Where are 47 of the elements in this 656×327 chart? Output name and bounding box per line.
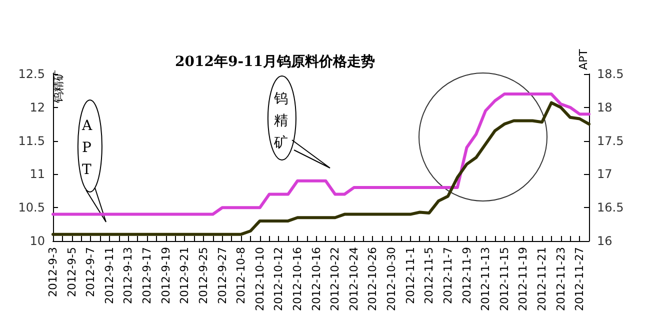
annotation: APT [81, 118, 93, 178]
y-tick-label: 10 [30, 234, 45, 248]
y2-tick-label: 18 [597, 100, 612, 114]
y-tick-label: 10.5 [18, 200, 45, 215]
y2-tick-label: 18.5 [597, 67, 624, 81]
x-tick-label: 2012-9-21 [178, 247, 192, 304]
y-tick-label: 11 [30, 167, 45, 182]
x-tick-label: 2012-9-11 [102, 247, 116, 304]
x-tick-label: 2012-11-23 [554, 247, 568, 311]
x-tick-label: 2012-11-15 [498, 247, 511, 311]
annotation: 钨精矿 [273, 91, 288, 151]
x-tick-label: 2012-11-27 [573, 247, 586, 311]
line-series [52, 92, 590, 216]
x-tick-label: 2012-10-10 [253, 247, 266, 311]
x-tick-label: 2012-9-27 [216, 247, 229, 304]
y-tick-label: 12 [30, 100, 45, 114]
x-tick-label: 2012-10-16 [310, 247, 323, 311]
x-tick-label: 2012-11-21 [535, 247, 548, 311]
x-tick-label: 2012-10-22 [328, 247, 342, 311]
x-tick-label: 2012-9-3 [46, 247, 60, 297]
y2-axis-title: APT [577, 48, 590, 70]
x-tick-label: 2012-9-7 [84, 247, 98, 297]
y-tick-label: 11.5 [18, 134, 45, 148]
x-tick-label: 2012-11-9 [460, 247, 474, 304]
x-tick-label: 2012-11-19 [516, 247, 530, 311]
y-axis-title: 钨精矿 [52, 70, 65, 104]
y2-tick-label: 17 [597, 167, 612, 182]
y2-tick-label: 16.5 [597, 200, 624, 215]
y-tick-label: 12.5 [18, 67, 45, 81]
x-tick-label: 2012-10-26 [366, 247, 380, 311]
x-tick-label: 2012-11-7 [441, 247, 454, 304]
x-tick-label: 2012-9-5 [65, 247, 78, 297]
y2-tick-label: 17.5 [597, 134, 624, 148]
x-tick-label: 2012-9-17 [140, 247, 154, 304]
y2-tick-label: 16 [597, 234, 612, 248]
x-tick-label: 2012-10-8 [234, 247, 248, 304]
x-tick-label: 2012-10-24 [347, 247, 360, 311]
x-tick-label: 2012-10-12 [272, 247, 286, 311]
x-tick-label: 2012-11-5 [422, 247, 436, 304]
chart-title: 2012年9-11月钨原料价格走势 [175, 54, 375, 70]
x-tick-label: 2012-10-30 [385, 247, 398, 311]
x-tick-label: 2012-10-16 [290, 247, 304, 311]
x-tick-label: 2012-11-13 [479, 247, 492, 311]
x-tick-label: 2012-9-25 [196, 247, 210, 304]
x-tick-label: 2012-11-1 [404, 247, 417, 304]
x-tick-label: 2012-9-19 [159, 247, 172, 304]
x-tick-label: 2012-9-13 [122, 247, 135, 304]
